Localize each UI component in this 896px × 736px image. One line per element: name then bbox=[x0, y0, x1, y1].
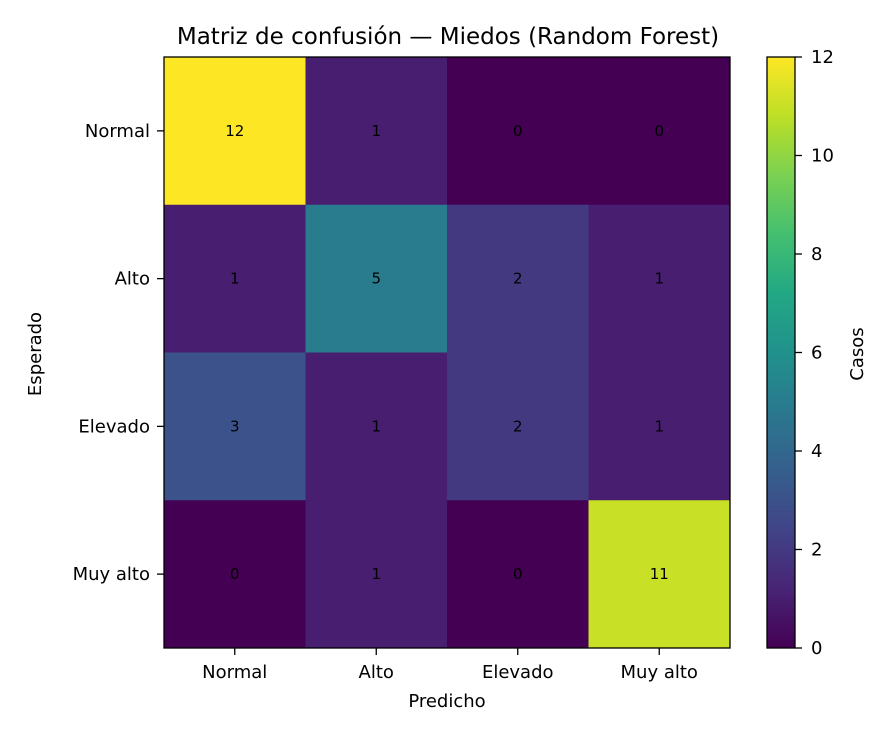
y-tick-label: Elevado bbox=[78, 416, 150, 437]
colorbar-ticks: 0 2 4 6 8 10 12 bbox=[795, 47, 834, 659]
heatmap-cell bbox=[164, 204, 306, 353]
cell-value-label: 0 bbox=[654, 122, 664, 140]
cell-value-label: 12 bbox=[225, 122, 244, 140]
heatmap-cell bbox=[305, 57, 448, 206]
x-axis-ticks: Normal Alto Elevado Muy alto bbox=[202, 648, 698, 683]
x-tick-label: Normal bbox=[202, 662, 267, 683]
cell-value-label: 2 bbox=[513, 417, 523, 435]
y-tick-label: Normal bbox=[85, 121, 150, 142]
cell-value-label: 0 bbox=[230, 565, 240, 583]
cell-value-label: 2 bbox=[513, 270, 523, 288]
cell-value-label: 0 bbox=[513, 565, 523, 583]
heatmap-cells bbox=[164, 57, 731, 649]
colorbar-tick-label: 6 bbox=[811, 343, 822, 364]
cell-value-label: 1 bbox=[371, 417, 381, 435]
heatmap-cell bbox=[447, 500, 589, 649]
cell-value-label: 1 bbox=[654, 417, 664, 435]
cell-value-label: 1 bbox=[654, 270, 664, 288]
heatmap-cell bbox=[164, 500, 306, 649]
cell-value-label: 1 bbox=[371, 565, 381, 583]
heatmap-cell bbox=[447, 57, 589, 206]
heatmap-cell bbox=[164, 57, 306, 206]
y-tick-label: Alto bbox=[115, 269, 150, 290]
heatmap-cell-labels: 12 1 0 01 5 2 13 1 2 10 1 0 11 bbox=[225, 122, 669, 583]
heatmap-cell bbox=[588, 500, 731, 649]
cell-value-label: 1 bbox=[371, 122, 381, 140]
x-tick-label: Alto bbox=[359, 662, 394, 683]
y-tick-label: Muy alto bbox=[73, 564, 150, 585]
cell-value-label: 5 bbox=[371, 270, 381, 288]
heatmap-cell bbox=[588, 57, 731, 206]
x-tick-label: Elevado bbox=[482, 662, 554, 683]
cell-value-label: 3 bbox=[230, 417, 240, 435]
heatmap-cell bbox=[305, 500, 448, 649]
heatmap-cell bbox=[588, 204, 731, 353]
heatmap-cell bbox=[305, 204, 448, 353]
heatmap-cell bbox=[305, 352, 448, 501]
colorbar-tick-label: 2 bbox=[811, 540, 822, 561]
colorbar-tick-label: 0 bbox=[811, 638, 822, 659]
cell-value-label: 1 bbox=[230, 270, 240, 288]
colorbar-tick-label: 8 bbox=[811, 244, 822, 265]
cell-value-label: 11 bbox=[650, 565, 669, 583]
plot-frame bbox=[163, 56, 731, 649]
cell-value-label: 0 bbox=[513, 122, 523, 140]
heatmap-cell bbox=[447, 352, 589, 501]
colorbar-tick-label: 10 bbox=[811, 146, 834, 167]
colorbar-label: Casos bbox=[847, 327, 868, 380]
y-axis-ticks: Normal Alto Elevado Muy alto bbox=[73, 121, 164, 585]
colorbar-tick-label: 4 bbox=[811, 441, 822, 462]
x-axis-label: Predicho bbox=[408, 691, 485, 712]
heatmap-cell bbox=[164, 352, 306, 501]
colorbar-tick-label: 12 bbox=[811, 47, 834, 68]
x-tick-label: Muy alto bbox=[621, 662, 698, 683]
heatmap-cell bbox=[447, 204, 589, 353]
heatmap-cell bbox=[588, 352, 731, 501]
chart-title: Matriz de confusión — Miedos (Random For… bbox=[177, 24, 719, 50]
y-axis-label: Esperado bbox=[25, 312, 46, 396]
colorbar bbox=[766, 56, 796, 649]
